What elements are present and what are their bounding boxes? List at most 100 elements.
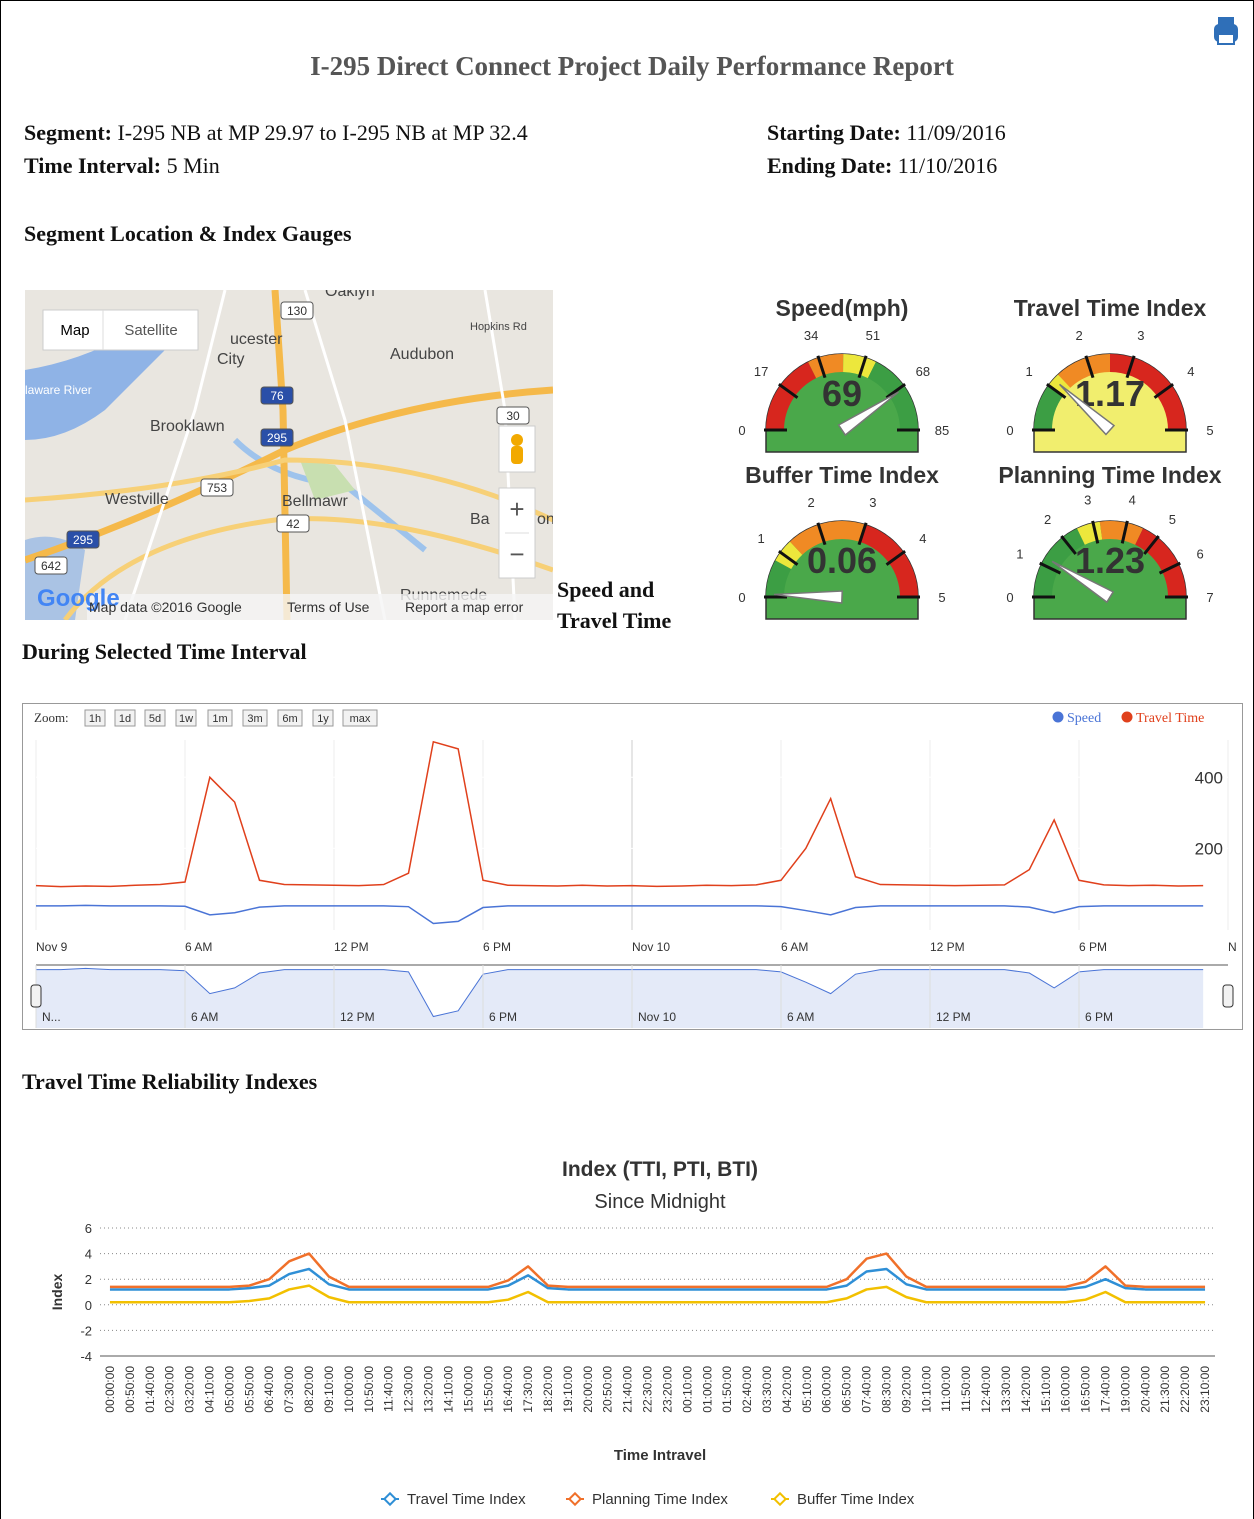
navigator-handle[interactable] xyxy=(31,985,41,1007)
x-tick-label: 04:20:00 xyxy=(780,1366,794,1413)
x-tick-label: 19:10:00 xyxy=(561,1366,575,1413)
gauge-tick-label: 17 xyxy=(754,364,768,379)
legend-label[interactable]: Travel Time Index xyxy=(407,1491,526,1508)
x-tick-label: 02:30:00 xyxy=(163,1366,177,1413)
x-tick-label: 06:00:00 xyxy=(820,1366,834,1413)
map-attribution[interactable]: Report a map error xyxy=(405,599,524,615)
x-tick-label: 11:40:00 xyxy=(382,1366,396,1412)
map-attribution[interactable]: Terms of Use xyxy=(287,599,370,615)
gauge-title: Planning Time Index xyxy=(998,462,1221,488)
x-tick-label: 04:10:00 xyxy=(203,1366,217,1413)
chart-subtitle: Since Midnight xyxy=(594,1191,726,1213)
legend-label[interactable]: Planning Time Index xyxy=(592,1491,728,1508)
map-button[interactable]: Map xyxy=(60,322,89,339)
x-tick-label: 08:20:00 xyxy=(302,1366,316,1413)
x-tick-label: 15:00:00 xyxy=(461,1366,475,1413)
gauge-tick-label: 0 xyxy=(1006,423,1013,438)
x-tick-label: 11:00:00 xyxy=(939,1366,953,1412)
navigator-tick-label: 12 PM xyxy=(340,1010,375,1024)
zoom-button-label[interactable]: 1m xyxy=(212,713,227,725)
interval: Time Interval: 5 Min xyxy=(24,153,220,178)
x-tick-label: 00:50:00 xyxy=(123,1366,137,1413)
chart-title: Index (TTI, PTI, BTI) xyxy=(562,1158,758,1181)
gauge-tick-label: 5 xyxy=(938,590,945,605)
gauge-value: 1.23 xyxy=(1075,540,1145,581)
label: Time Interval: xyxy=(24,153,161,178)
page: I-295 Direct Connect Project Daily Perfo… xyxy=(0,0,1254,1519)
label: Starting Date: xyxy=(767,120,901,145)
y-tick-label: -4 xyxy=(80,1349,92,1364)
gauge-title: Buffer Time Index xyxy=(745,462,939,488)
zoom-in[interactable]: + xyxy=(509,494,524,524)
section-heading: Segment Location & Index Gauges xyxy=(24,221,352,246)
x-tick-label: 03:30:00 xyxy=(760,1366,774,1413)
legend-marker xyxy=(774,1493,785,1504)
x-tick-label: 12:30:00 xyxy=(402,1366,416,1413)
x-tick-label: 03:20:00 xyxy=(183,1366,197,1413)
zoom-button-label[interactable]: max xyxy=(350,713,371,725)
map-button[interactable]: Satellite xyxy=(124,322,177,339)
gauge-tick-label: 2 xyxy=(1044,512,1051,527)
legend-label[interactable]: Buffer Time Index xyxy=(797,1491,915,1508)
gauge-tick-label: 4 xyxy=(1129,493,1136,508)
navigator-handle[interactable] xyxy=(1223,985,1233,1007)
x-tick-label: 21:30:00 xyxy=(1158,1366,1172,1413)
x-tick-label: 01:00:00 xyxy=(700,1366,714,1413)
x-tick-label: 09:10:00 xyxy=(322,1366,336,1413)
legend-label[interactable]: Speed xyxy=(1067,711,1101,726)
x-tick-label: 14:10:00 xyxy=(441,1366,455,1413)
road-shield-label: 130 xyxy=(287,304,307,318)
x-tick-label: 07:30:00 xyxy=(282,1366,296,1413)
map-place: Westville xyxy=(105,491,169,508)
x-tick-label: 00:10:00 xyxy=(680,1366,694,1413)
x-tick-label: 13:20:00 xyxy=(422,1366,436,1413)
y-tick-label: 2 xyxy=(85,1272,92,1287)
gauge: Travel Time Index0123451.17 xyxy=(1006,295,1213,452)
map-place: City xyxy=(217,351,245,368)
value: 11/09/2016 xyxy=(906,120,1005,145)
zoom-out[interactable]: − xyxy=(509,539,524,569)
x-tick-label: 18:20:00 xyxy=(541,1366,555,1413)
print-icon[interactable] xyxy=(1214,17,1238,44)
gauge-tick-label: 0 xyxy=(1006,590,1013,605)
zoom-label: Zoom: xyxy=(34,710,69,725)
x-tick-label: 14:20:00 xyxy=(1019,1366,1033,1413)
gauge: Speed(mph)0173451688569 xyxy=(738,295,949,452)
gauge-tick-label: 5 xyxy=(1169,512,1176,527)
gauge-tick-label: 2 xyxy=(1075,328,1082,343)
section-heading: Travel Time Reliability Indexes xyxy=(22,1069,318,1094)
zoom-button-label[interactable]: 1w xyxy=(179,713,193,725)
road-shield-label: 295 xyxy=(73,533,93,547)
end-date: Ending Date: 11/10/2016 xyxy=(767,153,997,178)
navigator-tick-label: 6 PM xyxy=(1085,1010,1113,1024)
map-place: on xyxy=(537,511,555,528)
zoom-button-label[interactable]: 1h xyxy=(89,713,101,725)
x-tick-label: 12 PM xyxy=(334,940,369,954)
x-tick-label: 6 PM xyxy=(1079,940,1107,954)
x-tick-label: 10:00:00 xyxy=(342,1366,356,1413)
section-heading: Speed and xyxy=(557,577,654,602)
navigator-tick-label: N... xyxy=(42,1010,61,1024)
x-tick-label: 01:50:00 xyxy=(720,1366,734,1413)
gauge-tick-label: 51 xyxy=(866,328,880,343)
zoom-button-label[interactable]: 6m xyxy=(282,713,297,725)
x-tick-label: 23:20:00 xyxy=(660,1366,674,1413)
x-tick-label: 15:10:00 xyxy=(1039,1366,1053,1413)
x-tick-label: 06:40:00 xyxy=(262,1366,276,1413)
map-attribution: Map data ©2016 Google xyxy=(89,599,242,615)
x-axis-title: Time Intravel xyxy=(614,1447,706,1464)
label: Segment: xyxy=(24,120,112,145)
x-tick-label: 15:50:00 xyxy=(481,1366,495,1413)
gauge: Buffer Time Index0123450.06 xyxy=(738,462,945,619)
zoom-button-label[interactable]: 5d xyxy=(149,713,161,725)
x-tick-label: 02:40:00 xyxy=(740,1366,754,1413)
y-tick-label: 4 xyxy=(85,1247,92,1262)
zoom-button-label[interactable]: 3m xyxy=(247,713,262,725)
x-tick-label: 05:50:00 xyxy=(242,1366,256,1413)
zoom-button-label[interactable]: 1d xyxy=(119,713,131,725)
navigator-tick-label: 6 AM xyxy=(787,1010,814,1024)
legend-label[interactable]: Travel Time xyxy=(1136,711,1204,726)
zoom-button-label[interactable]: 1y xyxy=(317,713,329,725)
